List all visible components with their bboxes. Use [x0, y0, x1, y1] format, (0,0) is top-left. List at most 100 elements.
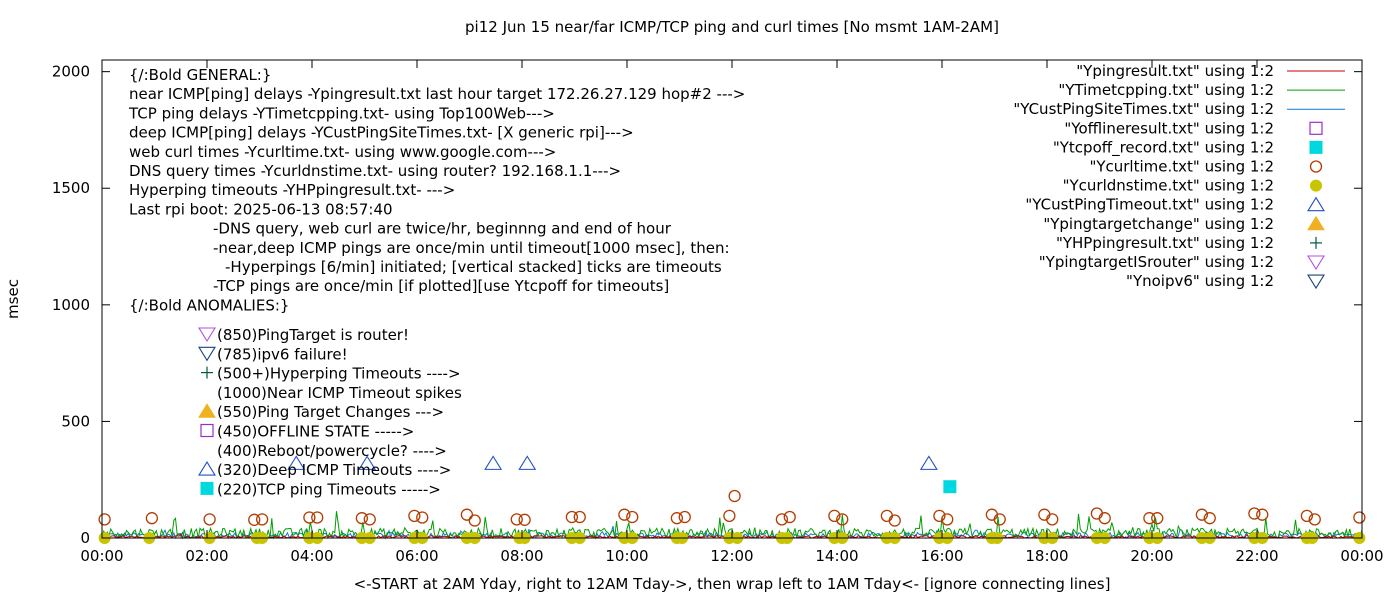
curl-time-point — [203, 513, 216, 526]
curl-time-point — [311, 511, 324, 524]
anomaly-symbol — [201, 366, 213, 379]
legend: "Ypingresult.txt" using 1:2"YTimetcpping… — [1013, 62, 1345, 290]
curl-time-point — [1195, 508, 1209, 521]
legend-entry-label: "YCustPingTimeout.txt" using 1:2 — [1025, 196, 1274, 214]
curl-time-point — [145, 512, 159, 525]
curl-time-point — [880, 509, 894, 522]
x-tick-label: 12:00 — [710, 547, 753, 565]
curl-time-point — [1038, 508, 1051, 521]
curl-time-point — [408, 509, 421, 522]
legend-entry-label: "Ycurltime.txt" using 1:2 — [1089, 158, 1274, 176]
annotation-line: web curl times -Ycurltime.txt- using www… — [129, 143, 556, 161]
curl-time-point — [985, 508, 999, 521]
curl-time-point — [1300, 509, 1314, 522]
y-tick-label: 500 — [61, 412, 90, 430]
legend-entry-label: "YTimetcpping.txt" using 1:2 — [1058, 81, 1274, 99]
legend-entry-label: "YCustPingSiteTimes.txt" using 1:2 — [1013, 100, 1274, 118]
annotation-line: deep ICMP[ping] delays -YCustPingSiteTim… — [129, 124, 634, 142]
curl-time-point — [836, 513, 849, 526]
curl-time-point — [468, 514, 481, 527]
curl-time-point — [993, 513, 1006, 526]
anomaly-symbol — [198, 461, 216, 476]
curl-time-point — [618, 508, 631, 521]
x-tick-label: 00:00 — [80, 547, 123, 565]
x-tick-label: 10:00 — [605, 547, 648, 565]
curl-time-point — [626, 510, 639, 524]
annotation-line: -near,deep ICMP pings are once/min until… — [213, 239, 730, 257]
y-tick-label: 0 — [80, 529, 90, 547]
anomaly-label: (1000)Near ICMP Timeout spikes — [217, 384, 462, 402]
anomaly-label: (220)TCP ping Timeouts -----> — [217, 480, 441, 498]
legend-symbol-sample — [1309, 121, 1323, 135]
curl-time-point — [355, 512, 369, 525]
legend-symbol-sample — [1307, 255, 1325, 271]
curl-time-point — [248, 513, 261, 526]
legend-entry-label: "Ypingresult.txt" using 1:2 — [1076, 62, 1274, 80]
curl-time-point — [1098, 512, 1111, 525]
y-tick-label: 2000 — [52, 63, 90, 81]
curl-time-point — [1256, 508, 1269, 521]
curl-time-point — [1090, 507, 1104, 520]
curl-time-point — [565, 510, 579, 524]
deep-icmp-timeout-point — [484, 455, 503, 470]
curl-time-point — [1248, 507, 1261, 520]
curl-time-point — [255, 513, 269, 526]
legend-symbol-sample — [1307, 196, 1325, 212]
anomaly-label: (500+)Hyperping Timeouts ----> — [217, 365, 461, 383]
annotation-line: TCP ping delays -YTimetcpping.txt- using… — [128, 104, 555, 122]
x-tick-label: 22:00 — [1235, 547, 1278, 565]
anomaly-label: (785)ipv6 failure! — [217, 345, 348, 363]
anomaly-label: (450)OFFLINE STATE -----> — [217, 423, 414, 441]
curl-time-point — [728, 489, 741, 503]
curl-time-point — [775, 513, 789, 526]
y-tick-label: 1000 — [52, 296, 90, 314]
curl-time-point — [98, 513, 111, 526]
annotation-line: near ICMP[ping] delays -Ypingresult.txt … — [129, 85, 745, 103]
deep-icmp-timeout-point — [287, 455, 306, 470]
legend-symbol-sample — [1310, 179, 1322, 192]
curl-time-point — [1151, 512, 1164, 525]
anomaly-symbol — [200, 423, 214, 438]
x-tick-label: 08:00 — [500, 547, 543, 565]
annotation-line: Last rpi boot: 2025-06-13 08:57:40 — [129, 200, 393, 218]
annotation-line: {/:Bold GENERAL:} — [129, 66, 271, 84]
x-axis-label: <-START at 2AM Yday, right to 12AM Tday-… — [354, 575, 1111, 593]
annotation-line: Hyperping timeouts -YHPpingresult.txt- -… — [129, 181, 455, 199]
deep-icmp-timeout-point — [358, 455, 377, 470]
legend-entry-label: "YHPpingresult.txt" using 1:2 — [1056, 234, 1274, 252]
curl-time-point — [416, 511, 429, 524]
chart-title: pi12 Jun 15 near/far ICMP/TCP ping and c… — [465, 18, 999, 36]
anomaly-label: (400)Reboot/powercycle? ----> — [217, 442, 447, 460]
anomaly-symbol — [198, 327, 216, 343]
curl-time-point — [1046, 513, 1059, 526]
annotation-line: -TCP pings are once/min [if plotted][use… — [213, 277, 669, 295]
deep-icmp-timeout-point — [919, 455, 938, 470]
x-tick-label: 04:00 — [290, 547, 333, 565]
curl-time-point — [941, 513, 954, 526]
x-tick-label: 00:00 — [1340, 547, 1383, 565]
anomaly-label: (550)Ping Target Changes ---> — [217, 403, 444, 421]
curl-time-point — [518, 513, 531, 526]
anomaly-symbol — [200, 481, 214, 495]
annotation-line: -DNS query, web curl are twice/hr, begin… — [213, 220, 672, 238]
curl-time-point — [1203, 512, 1216, 525]
annotation-line: {/:Bold ANOMALIES:} — [129, 296, 289, 314]
anomaly-symbol — [198, 403, 216, 418]
legend-symbol-sample — [1309, 140, 1323, 154]
legend-entry-label: "Ypingtargetchange" using 1:2 — [1043, 215, 1274, 233]
curl-time-point — [723, 509, 736, 522]
curl-time-point — [1308, 513, 1321, 526]
annotation-line: DNS query times -Ycurldnstime.txt- using… — [129, 162, 621, 180]
curl-time-point — [1143, 512, 1156, 525]
x-tick-label: 18:00 — [1025, 547, 1068, 565]
x-tick-label: 14:00 — [815, 547, 858, 565]
legend-entry-label: "Yofflineresult.txt" using 1:2 — [1064, 119, 1274, 137]
curl-time-point — [678, 510, 691, 524]
curl-time-point — [828, 509, 841, 522]
legend-symbol-sample — [1307, 274, 1325, 290]
legend-symbol-sample — [1310, 236, 1322, 249]
curl-time-point — [510, 513, 523, 526]
annotation-block: {/:Bold GENERAL:}near ICMP[ping] delays … — [128, 66, 745, 498]
curl-time-point — [303, 511, 316, 524]
curl-time-point — [460, 508, 474, 521]
